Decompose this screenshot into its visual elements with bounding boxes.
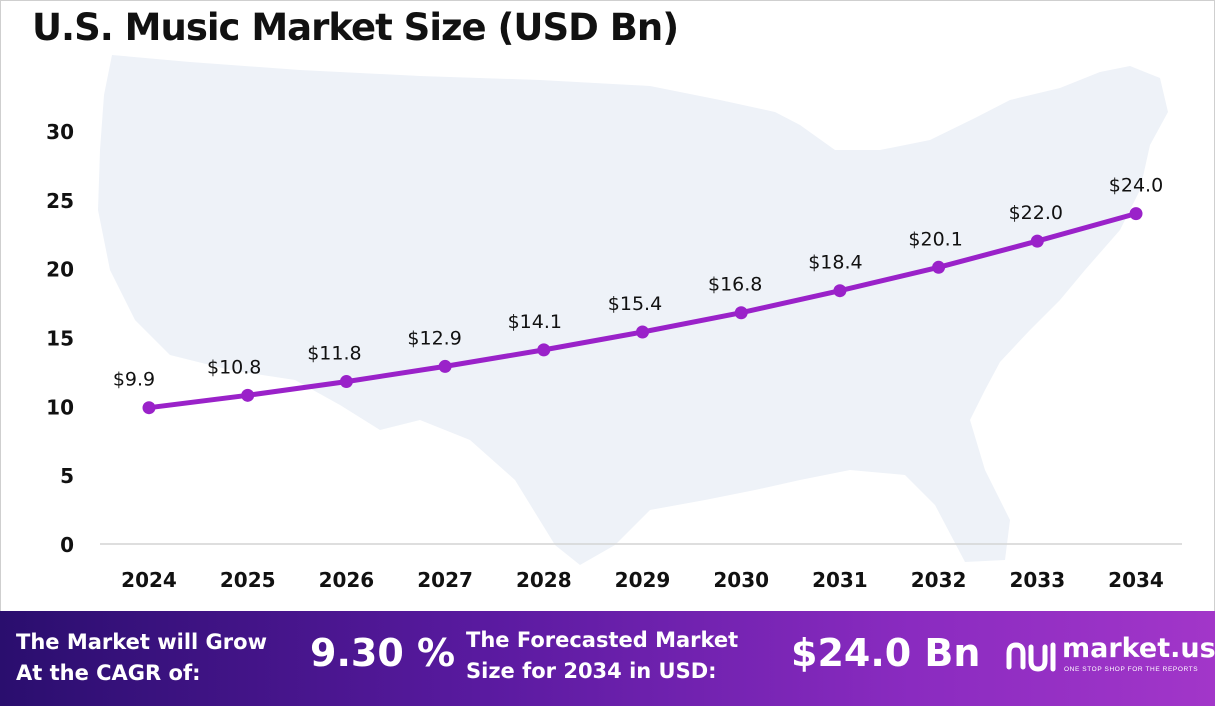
y-tick-label: 0 xyxy=(60,533,74,557)
data-label: $20.1 xyxy=(908,228,962,250)
y-tick-label: 5 xyxy=(60,464,74,488)
x-tick-label: 2033 xyxy=(1009,568,1065,592)
logo-name: market.us xyxy=(1062,633,1215,664)
x-tick-label: 2029 xyxy=(615,568,671,592)
x-axis: 2024 2025 2026 2027 2028 2029 2030 2031 2032 2033… xyxy=(121,568,1164,592)
x-tick-label: 2028 xyxy=(516,568,572,592)
cagr-value: 9.30 % xyxy=(310,631,456,675)
usa-map-silhouette xyxy=(98,55,1168,565)
x-tick-label: 2030 xyxy=(713,568,769,592)
x-tick-label: 2034 xyxy=(1108,568,1164,592)
y-axis: 0 5 10 15 20 25 30 xyxy=(46,120,74,557)
market-us-logo[interactable]: market.us ONE STOP SHOP FOR THE REPORTS xyxy=(1005,633,1215,685)
cagr-caption: The Market will Grow At the CAGR of: xyxy=(16,630,267,685)
y-tick-label: 10 xyxy=(46,395,74,419)
data-point xyxy=(241,388,255,402)
y-tick-label: 30 xyxy=(46,120,74,144)
data-point xyxy=(734,306,748,320)
data-label: $24.0 xyxy=(1109,175,1163,197)
data-point xyxy=(142,401,156,415)
data-label: $11.8 xyxy=(307,343,361,365)
footer-banner: The Market will Grow At the CAGR of: 9.3… xyxy=(0,611,1215,706)
x-tick-label: 2026 xyxy=(319,568,375,592)
data-label: $12.9 xyxy=(407,327,461,349)
data-label: $14.1 xyxy=(508,311,562,333)
y-tick-label: 20 xyxy=(46,258,74,282)
x-tick-label: 2032 xyxy=(911,568,967,592)
data-point xyxy=(537,343,551,357)
data-label: $15.4 xyxy=(608,293,662,315)
data-point xyxy=(636,325,649,339)
data-point xyxy=(438,359,452,373)
data-label: $9.9 xyxy=(113,369,155,391)
forecast-caption: The Forecasted Market Size for 2034 in U… xyxy=(466,628,739,683)
logo-tagline: ONE STOP SHOP FOR THE REPORTS xyxy=(1064,666,1199,673)
data-label: $22.0 xyxy=(1009,202,1063,224)
chart-title: U.S. Music Market Size (USD Bn) xyxy=(32,6,679,49)
data-labels: $9.9 $10.8 $11.8 $12.9 $14.1 $15.4 $16.8 $18.4 $… xyxy=(113,175,1163,391)
data-point xyxy=(833,284,847,298)
data-point xyxy=(932,260,946,274)
data-label: $10.8 xyxy=(207,356,261,378)
data-point xyxy=(1030,234,1044,248)
forecast-value: $24.0 Bn xyxy=(791,631,981,675)
x-tick-label: 2027 xyxy=(417,568,473,592)
x-tick-label: 2025 xyxy=(220,568,276,592)
y-tick-label: 25 xyxy=(46,189,74,213)
data-point xyxy=(339,375,353,389)
data-points xyxy=(142,207,1143,415)
y-tick-label: 15 xyxy=(46,327,74,351)
x-tick-label: 2031 xyxy=(812,568,868,592)
data-label: $16.8 xyxy=(708,274,762,296)
data-label: $18.4 xyxy=(808,252,862,274)
data-point xyxy=(1129,207,1143,221)
x-tick-label: 2024 xyxy=(121,568,177,592)
logo-icon xyxy=(1006,642,1056,672)
